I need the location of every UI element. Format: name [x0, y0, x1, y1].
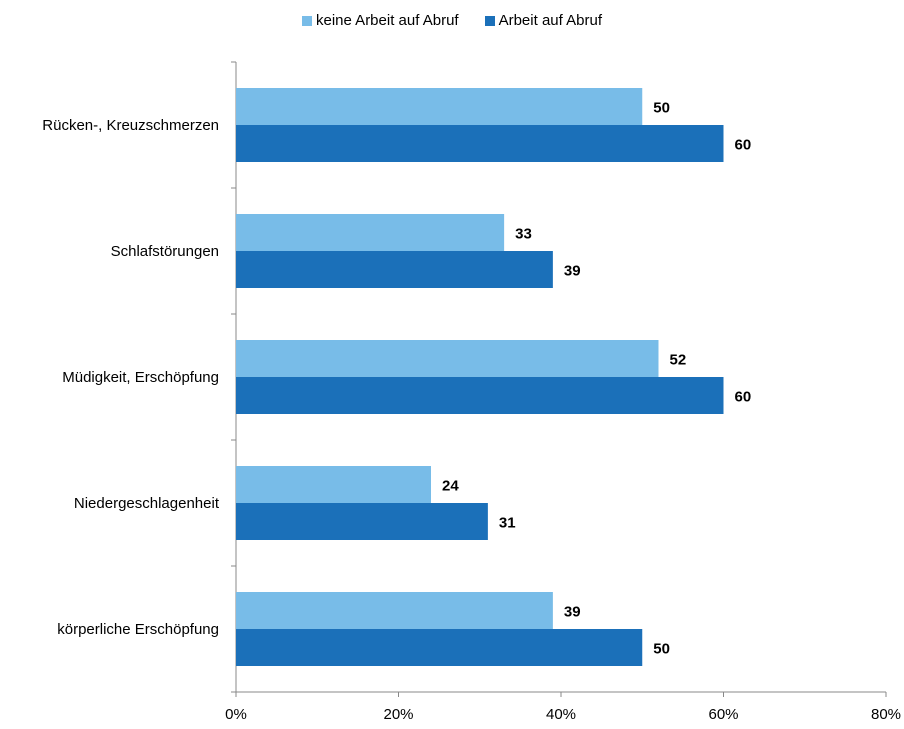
- bar: [236, 251, 553, 288]
- bar: [236, 629, 643, 666]
- x-tick-label: 0%: [225, 706, 247, 723]
- legend-swatch-dark: [484, 15, 495, 26]
- bar: [236, 503, 488, 540]
- data-label: 60: [735, 137, 752, 154]
- data-label: 60: [735, 389, 752, 406]
- data-label: 24: [442, 478, 459, 495]
- y-category-label: Niedergeschlagenheit: [74, 495, 220, 512]
- bar: [236, 88, 643, 125]
- bar: [236, 466, 431, 503]
- y-category-label: körperliche Erschöpfung: [57, 621, 219, 638]
- data-label: 39: [564, 263, 581, 280]
- legend-label-arbeit: Arbeit auf Abruf: [498, 12, 602, 29]
- legend-item-arbeit: Arbeit auf Abruf: [484, 12, 602, 29]
- data-label: 52: [670, 352, 687, 369]
- bar: [236, 592, 553, 629]
- bar: [236, 377, 724, 414]
- data-label: 39: [564, 604, 581, 621]
- x-tick-label: 40%: [546, 706, 576, 723]
- legend-label-keine-arbeit: keine Arbeit auf Abruf: [315, 12, 459, 29]
- bar: [236, 125, 724, 162]
- y-category-label: Müdigkeit, Erschöpfung: [62, 369, 219, 386]
- bar: [236, 340, 659, 377]
- data-label: 50: [653, 100, 670, 117]
- y-category-label: Rücken-, Kreuzschmerzen: [42, 117, 219, 134]
- data-label: 50: [653, 641, 670, 658]
- x-tick-label: 80%: [871, 706, 901, 723]
- x-tick-label: 20%: [383, 706, 413, 723]
- data-label: 33: [515, 226, 532, 243]
- legend-item-keine-arbeit: keine Arbeit auf Abruf: [301, 12, 459, 29]
- legend-swatch-light: [301, 15, 312, 26]
- x-tick-label: 60%: [708, 706, 738, 723]
- bar: [236, 214, 505, 251]
- legend: keine Arbeit auf Abruf Arbeit auf Abruf: [0, 12, 904, 29]
- data-label: 31: [499, 515, 516, 532]
- y-category-label: Schlafstörungen: [111, 243, 219, 260]
